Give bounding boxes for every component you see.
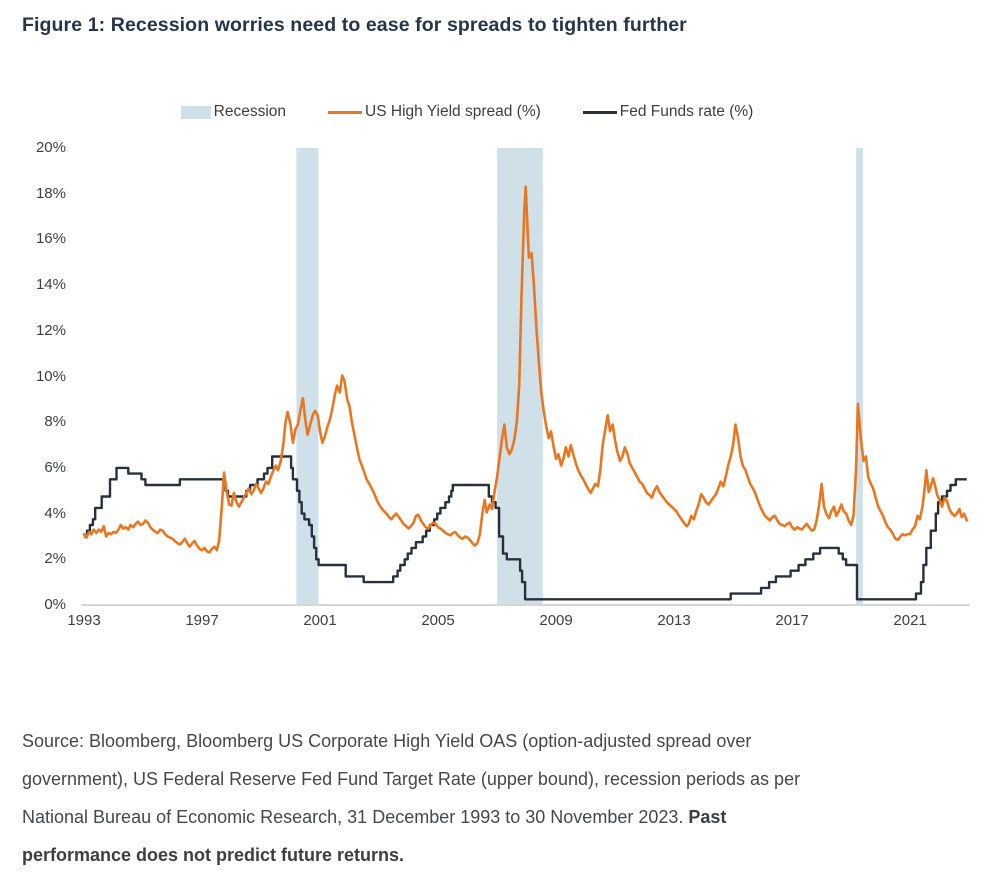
legend-item-recession: Recession: [180, 103, 287, 121]
source-line: Source: Bloomberg, Bloomberg US Corporat…: [22, 731, 752, 751]
legend-item-high-yield: US High Yield spread (%): [328, 103, 541, 121]
y-tick-label: 16%: [35, 230, 66, 248]
recession-band: [856, 148, 863, 605]
x-tick-label: 2005: [421, 612, 455, 629]
y-tick-label: 4%: [44, 504, 66, 522]
y-tick-label: 14%: [35, 276, 66, 294]
high-yield-line: [82, 185, 969, 554]
x-tick-label: 2009: [539, 612, 573, 629]
y-tick-label: 6%: [44, 458, 66, 476]
recession-band-swatch-icon: [180, 105, 211, 119]
y-tick-label: 10%: [35, 367, 66, 385]
source-line: National Bureau of Economic Research, 31…: [22, 807, 727, 827]
source-line: government), US Federal Reserve Fed Fund…: [22, 769, 801, 789]
x-tick-label: 2013: [657, 612, 691, 629]
y-tick-label: 2%: [44, 550, 66, 568]
x-tick-label: 2001: [303, 612, 337, 629]
axis-labels: 0% 2% 4% 6% 8% 10% 12% 14% 16% 18% 20% 1993 1997 2001…: [35, 139, 927, 629]
x-tick-label: 1997: [185, 612, 219, 629]
y-tick-label: 18%: [35, 184, 66, 202]
figure-title: Figure 1: Recession worries need to ease…: [22, 14, 687, 36]
chart-legend: Recession US High Yield spread (%) Fed F…: [0, 103, 964, 121]
fed-funds-line-swatch-icon: [582, 110, 617, 114]
legend-label-recession: Recession: [213, 103, 287, 120]
y-tick-label: 12%: [35, 321, 66, 339]
legend-item-fed-funds: Fed Funds rate (%): [582, 103, 754, 121]
y-tick-label: 0%: [44, 596, 66, 613]
chart-canvas: [81, 148, 970, 606]
x-tick-label: 2017: [775, 612, 809, 629]
recession-band: [296, 148, 319, 605]
legend-label-high-yield: US High Yield spread (%): [365, 103, 541, 120]
source-text: Source: Bloomberg, Bloomberg US Corporat…: [22, 722, 970, 874]
x-tick-label: 2021: [893, 612, 927, 629]
y-tick-label: 8%: [44, 413, 66, 431]
high-yield-line-swatch-icon: [328, 110, 363, 114]
source-line: performance does not predict future retu…: [22, 845, 405, 865]
x-tick-label: 1993: [67, 612, 101, 629]
y-tick-label: 20%: [35, 139, 66, 156]
legend-label-fed-funds: Fed Funds rate (%): [619, 103, 754, 120]
